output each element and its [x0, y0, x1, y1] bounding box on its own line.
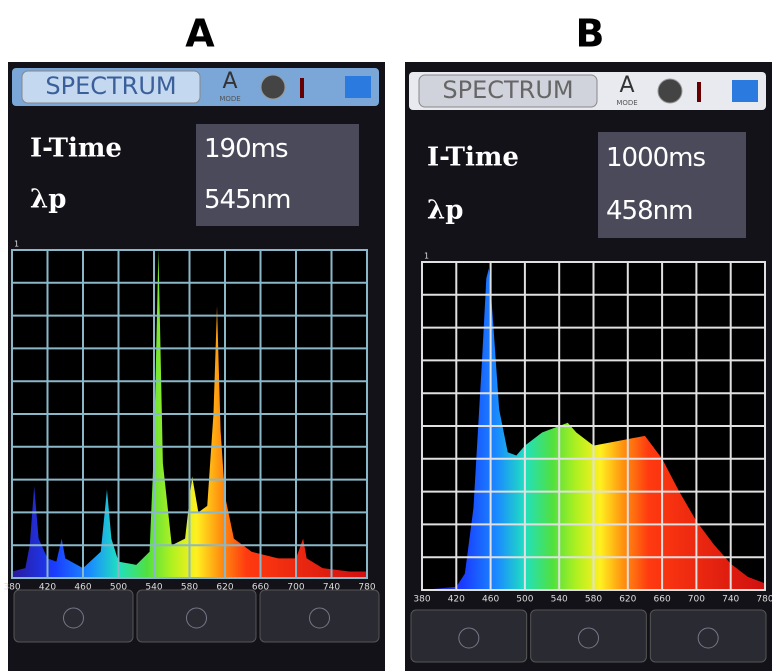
x-tick-label: 700: [287, 583, 304, 593]
header-title: SPECTRUM: [442, 76, 573, 104]
x-tick-label: 660: [654, 595, 671, 605]
toolbar-icon: [697, 627, 719, 649]
x-tick-label: 540: [145, 583, 162, 593]
mode-caption: MODE: [219, 95, 240, 103]
x-tick-label: 460: [74, 583, 91, 593]
info-icon: [300, 78, 304, 98]
camera-icon: [260, 74, 286, 100]
x-tick-label: 660: [252, 583, 269, 593]
camera-icon: [657, 78, 683, 104]
header-tab: [21, 70, 201, 104]
plot-border: [11, 249, 368, 579]
toolbar-icon: [578, 627, 599, 649]
battery-icon: [732, 80, 758, 102]
x-tick-label: 500: [516, 595, 533, 605]
toolbar-button[interactable]: [410, 609, 528, 663]
field-label: I-Time: [30, 134, 122, 164]
toolbar-button[interactable]: [530, 609, 647, 663]
x-tick-label: 780: [756, 595, 772, 605]
x-tick-label: 420: [448, 595, 465, 605]
field-label: I-Time: [427, 143, 519, 173]
toolbar-icon: [186, 607, 207, 629]
y-tick-label: 1: [14, 240, 19, 249]
x-tick-label: 700: [688, 595, 705, 605]
x-tick-label: 380: [413, 595, 430, 605]
toolbar-icon: [63, 607, 84, 629]
plot-border: [421, 261, 766, 591]
info-box: [598, 132, 746, 238]
x-tick-label: 620: [619, 595, 636, 605]
mode-letter: A: [222, 69, 237, 94]
spectrum-area: [422, 268, 765, 590]
toolbar-button[interactable]: [13, 589, 134, 643]
x-tick-label: 620: [216, 583, 233, 593]
battery-icon: [345, 76, 371, 98]
field-value: 545nm: [204, 185, 290, 215]
x-tick-label: 740: [323, 583, 340, 593]
field-value: 458nm: [606, 196, 692, 226]
toolbar-button[interactable]: [649, 609, 767, 663]
toolbar-button[interactable]: [136, 589, 257, 643]
x-tick-label: 540: [551, 595, 568, 605]
toolbar-button[interactable]: [259, 589, 380, 643]
mode-letter: A: [619, 73, 634, 98]
header-title: SPECTRUM: [45, 72, 176, 100]
field-value: 1000ms: [606, 143, 705, 173]
mode-caption: MODE: [616, 99, 637, 107]
x-tick-label: 420: [39, 583, 56, 593]
panel-label: A: [185, 12, 215, 56]
toolbar-icon: [309, 607, 330, 629]
field-value: 190ms: [204, 134, 288, 164]
x-tick-label: 580: [181, 583, 198, 593]
x-tick-label: 740: [722, 595, 739, 605]
x-tick-label: 460: [482, 595, 499, 605]
panel-label: B: [576, 12, 605, 56]
field-label: λp: [30, 185, 66, 215]
x-tick-label: 580: [585, 595, 602, 605]
x-tick-label: 500: [110, 583, 127, 593]
toolbar-icon: [458, 627, 480, 649]
info-icon: [697, 82, 701, 102]
x-tick-label: 780: [358, 583, 375, 593]
y-tick-label: 1: [424, 252, 429, 261]
info-box: [196, 124, 359, 226]
x-tick-label: 380: [3, 583, 20, 593]
field-label: λp: [427, 196, 463, 226]
header-tab: [418, 74, 598, 108]
